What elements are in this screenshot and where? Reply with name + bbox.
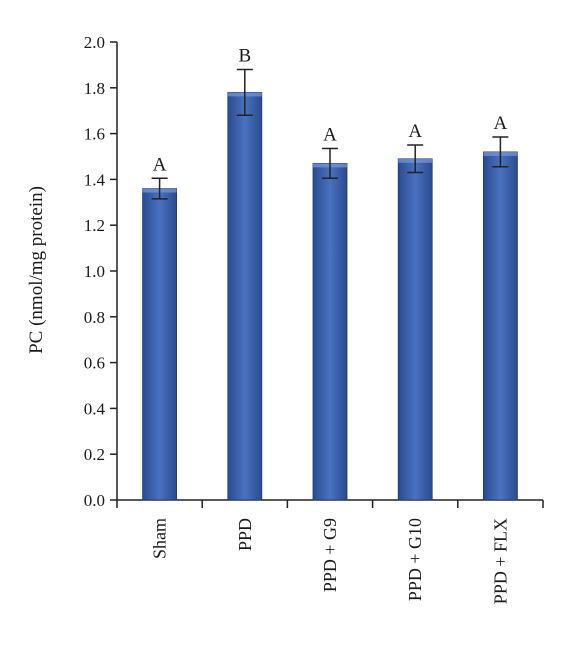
bar — [227, 91, 263, 501]
significance-letter: A — [153, 154, 167, 175]
y-tick-label: 0.2 — [84, 445, 105, 464]
y-axis-label: PC (nmol/mg protein) — [26, 186, 47, 354]
significance-letter: A — [408, 121, 422, 142]
error-bars — [151, 68, 509, 200]
significance-labels: A B A A A — [153, 45, 508, 175]
category-label: Sham — [150, 518, 170, 559]
category-label: PPD + G10 — [405, 518, 425, 601]
y-tick-label: 1.4 — [84, 170, 106, 189]
y-tick-label: 2.0 — [84, 33, 105, 52]
significance-letter: A — [494, 113, 508, 134]
y-tick-label: 1.2 — [84, 216, 105, 235]
y-tick-label: 1.6 — [84, 125, 105, 144]
y-tick-label: 0.6 — [84, 354, 105, 373]
category-label: PPD + G9 — [320, 518, 340, 592]
y-axis: 0.0 0.2 0.4 0.6 0.8 1.0 1.2 1.4 1.6 1.8 2.0 — [84, 33, 118, 510]
bar — [142, 188, 178, 501]
y-tick-label: 1.8 — [84, 79, 105, 98]
category-label: PPD — [235, 518, 255, 551]
y-tick-label: 0.0 — [84, 491, 105, 510]
bar — [482, 151, 518, 501]
y-tick-label: 1.0 — [84, 262, 105, 281]
category-label: PPD + FLX — [490, 518, 510, 604]
y-tick-label: 0.8 — [84, 308, 105, 327]
bar — [312, 162, 348, 501]
x-axis: Sham PPD PPD + G9 PPD + G10 PPD + FLX — [116, 499, 544, 604]
bar — [397, 158, 433, 501]
y-tick-label: 0.4 — [84, 399, 106, 418]
significance-letter: A — [323, 124, 337, 145]
significance-letter: B — [238, 45, 251, 66]
